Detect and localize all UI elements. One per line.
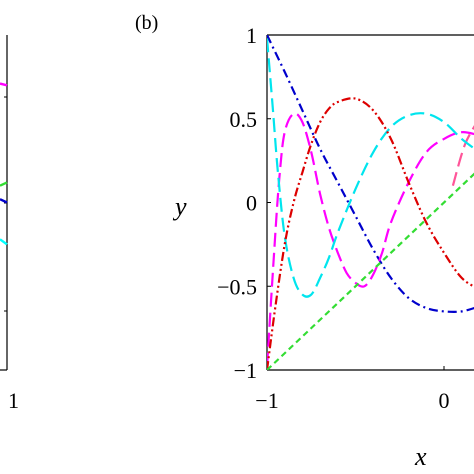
panel-b-y-tick-label: −1 bbox=[234, 358, 257, 383]
panel-b-series-line-2 bbox=[451, 125, 474, 187]
panel-b-y-tick-label: 0.5 bbox=[230, 107, 258, 132]
panel-b-series-group bbox=[267, 35, 474, 370]
panel-a-series-line-2 bbox=[0, 238, 8, 246]
panel-b-x-tick-label: 0 bbox=[439, 388, 450, 413]
panel-b-label: (b) bbox=[135, 12, 158, 34]
panel-a-series-line-0 bbox=[0, 198, 8, 204]
panel-b-y-tick-label: 1 bbox=[246, 23, 257, 48]
panel-b-series-line-0 bbox=[267, 35, 474, 313]
panel-a-series-line-3 bbox=[0, 181, 8, 187]
panel-b-xlabel: x bbox=[414, 442, 427, 471]
panel-a-x-tick-label: 1 bbox=[8, 388, 19, 413]
panel-b-series-line-3 bbox=[267, 38, 474, 298]
panel-b-series-line-5 bbox=[267, 172, 474, 370]
panel-b-series-line-4 bbox=[267, 97, 474, 370]
panel-b-y-tick-label: −0.5 bbox=[217, 274, 257, 299]
panel-b-ylabel: y bbox=[172, 192, 187, 221]
panel-b-x-tick-label: −1 bbox=[255, 388, 278, 413]
panel-b-series-line-1 bbox=[267, 112, 474, 367]
panel-b-y-tick-label: 0 bbox=[246, 191, 257, 216]
panel-a-series-line-1 bbox=[0, 82, 8, 87]
panel-b: (b) −1 −0.5 0 0.5 1 −1 0 y x bbox=[135, 12, 474, 471]
panel-a: 1 bbox=[0, 35, 19, 413]
panel-b-ticks: −1 −0.5 0 0.5 1 −1 0 bbox=[217, 23, 449, 413]
panel-a-series-group bbox=[0, 82, 8, 246]
